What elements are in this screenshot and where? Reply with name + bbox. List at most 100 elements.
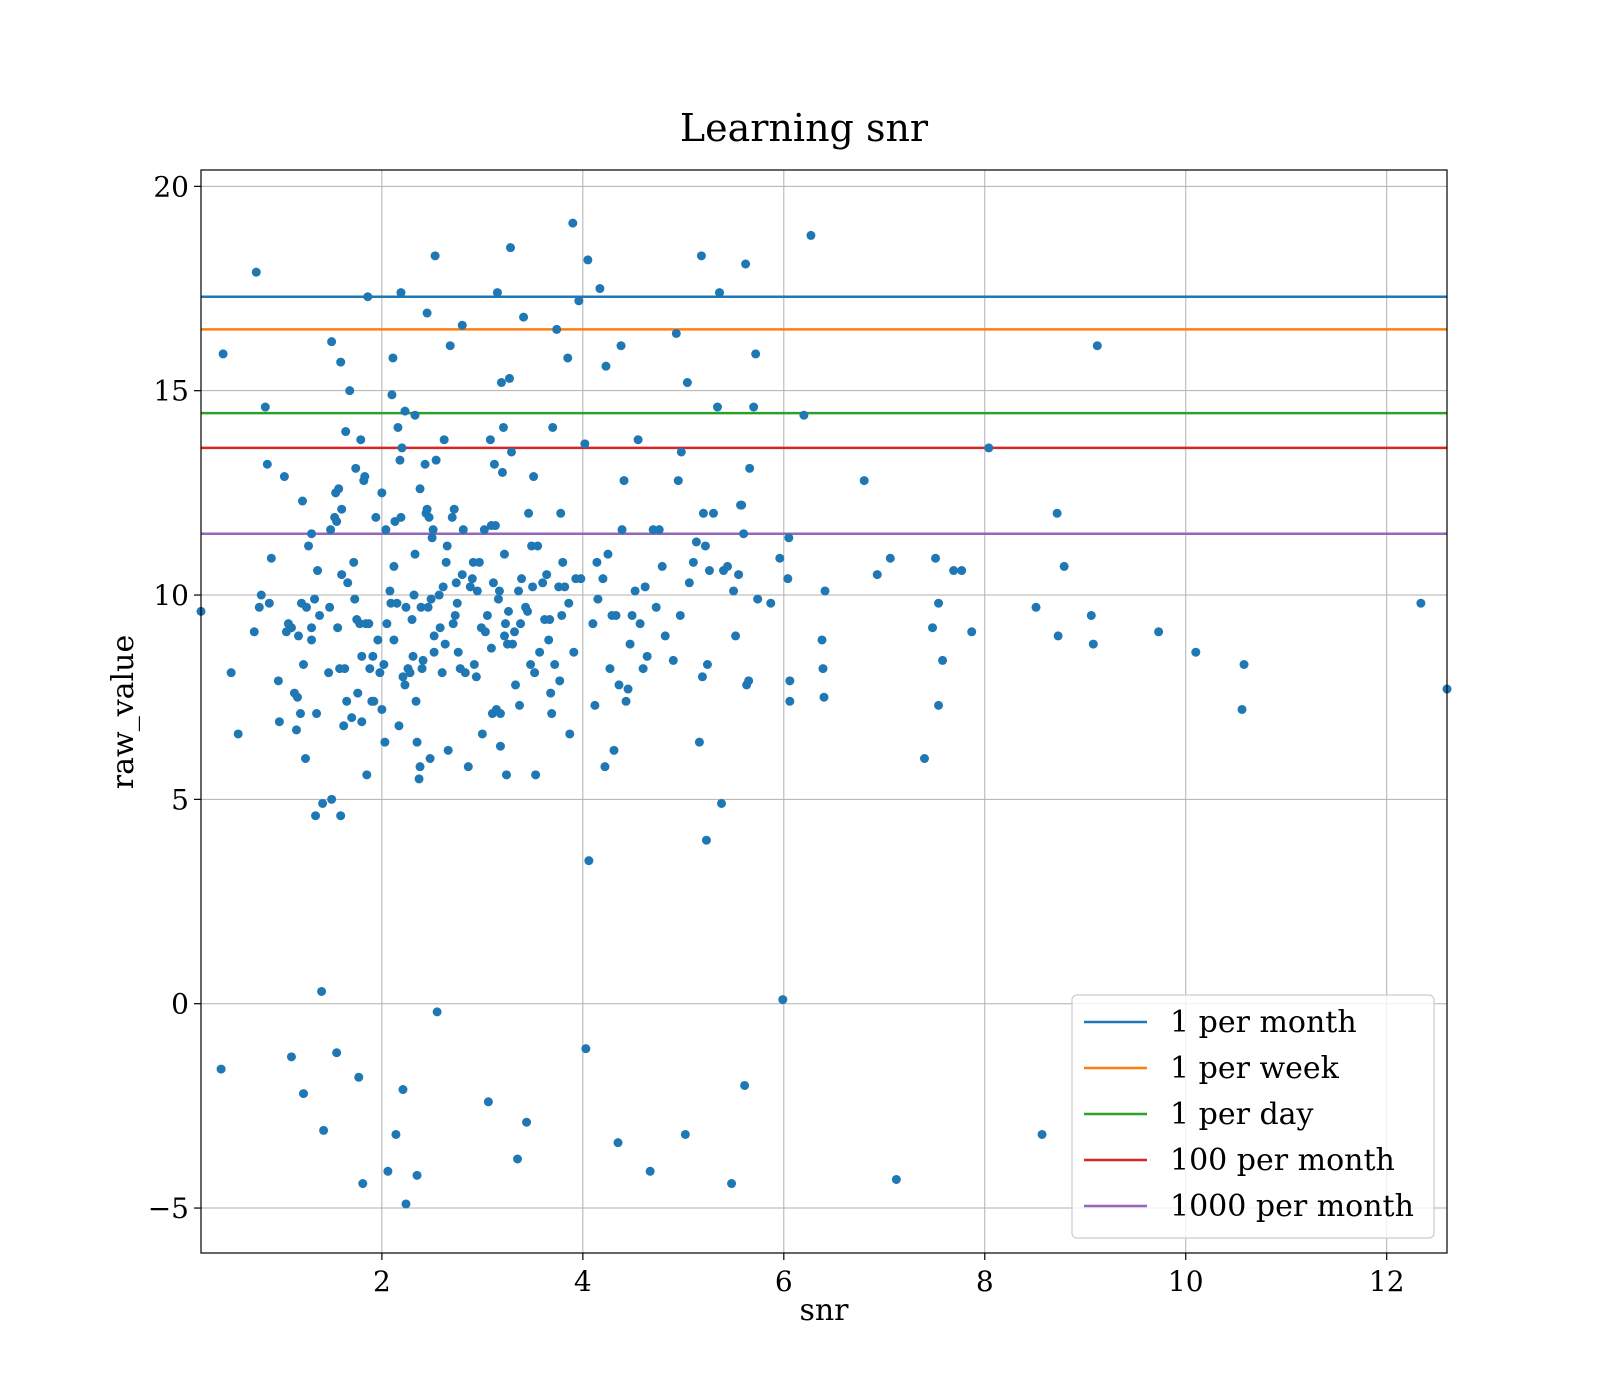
legend-label: 1 per day [1170,1097,1314,1132]
data-point [387,390,397,400]
data-point [449,504,459,514]
x-tick-label: 4 [574,1265,592,1298]
data-point [389,561,399,571]
data-point [584,856,594,866]
data-point [598,574,608,584]
data-point [443,745,453,755]
data-point [515,700,525,710]
data-point [437,668,447,678]
data-point [490,521,500,531]
data-point [453,647,463,657]
data-point [393,422,403,432]
data-point [350,594,360,604]
data-point [298,1089,308,1099]
data-point [398,1085,408,1095]
y-tick-label: 15 [153,375,189,408]
data-point [611,610,621,620]
data-point [547,709,557,719]
data-point [356,435,366,445]
data-point [684,578,694,588]
data-point [251,267,261,277]
data-point [357,651,367,661]
data-point [785,696,795,706]
legend-label: 1 per week [1170,1051,1340,1086]
data-point [529,472,539,482]
data-point [318,798,328,808]
data-point [440,639,450,649]
data-point [489,459,499,469]
data-points [196,218,1452,1209]
data-point [654,525,664,535]
data-point [660,631,670,641]
data-point [1053,631,1063,641]
y-tick-label: 5 [171,783,189,816]
data-point [493,594,503,604]
data-point [382,619,392,629]
data-point [558,557,568,567]
data-point [447,512,457,522]
data-point [333,623,343,633]
data-point [480,627,490,637]
data-point [317,986,327,996]
data-point [332,1048,342,1058]
data-point [1191,647,1201,657]
data-point [332,516,342,526]
data-point [583,255,593,265]
data-point [872,570,882,580]
data-point [565,729,575,739]
data-point [688,557,698,567]
data-point [737,500,747,510]
data-point [623,684,633,694]
data-point [286,623,296,633]
data-point [568,218,578,228]
data-point [682,378,692,388]
data-point [751,349,761,359]
data-point [891,1174,901,1184]
data-point [415,762,425,772]
data-point [422,308,432,318]
data-point [379,660,389,670]
data-point [385,586,395,596]
data-point [739,529,749,539]
data-point [428,525,438,535]
legend-label: 100 per month [1170,1143,1395,1178]
data-point [295,709,305,719]
data-point [503,606,513,616]
data-point [564,598,574,608]
data-point [928,623,938,633]
data-point [396,512,406,522]
x-axis-label: snr [799,1293,849,1328]
data-point [557,610,567,620]
data-point [516,619,526,629]
data-point [635,619,645,629]
data-point [498,422,508,432]
data-point [819,692,829,702]
data-point [420,459,430,469]
data-point [292,692,302,702]
data-point [426,594,436,604]
data-point [435,623,445,633]
data-point [499,631,509,641]
data-point [438,582,448,592]
data-point [676,447,686,457]
data-point [486,643,496,653]
data-point [325,602,335,612]
data-point [341,427,351,437]
data-point [642,651,652,661]
data-point [934,598,944,608]
data-point [528,582,538,592]
data-point [859,476,869,486]
data-point [479,525,489,535]
data-point [934,700,944,710]
data-point [651,602,661,612]
data-point [262,459,272,469]
data-point [327,337,337,347]
data-point [723,561,733,571]
data-point [783,574,793,584]
data-point [336,357,346,367]
legend-label: 1 per month [1170,1005,1357,1040]
data-point [418,655,428,665]
data-point [740,1080,750,1090]
data-point [817,635,827,645]
data-point [1052,508,1062,518]
